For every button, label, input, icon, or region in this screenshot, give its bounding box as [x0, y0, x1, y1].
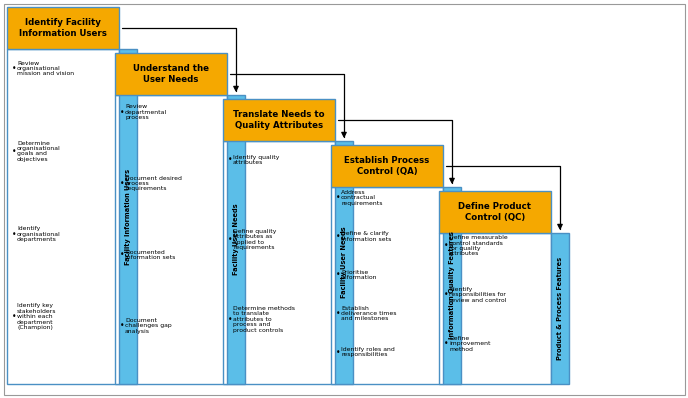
Bar: [331, 145, 443, 187]
Bar: [227, 95, 245, 384]
Text: Define measurable
control standards
for quality
attributes: Define measurable control standards for …: [449, 235, 508, 256]
Text: •: •: [336, 232, 341, 241]
Text: Facility User Needs: Facility User Needs: [233, 204, 239, 275]
Text: •: •: [120, 179, 125, 188]
Bar: [7, 7, 119, 49]
Bar: [331, 187, 443, 384]
Text: •: •: [120, 108, 125, 117]
Text: Understand the
User Needs: Understand the User Needs: [133, 64, 209, 84]
Text: •: •: [336, 347, 341, 357]
Bar: [551, 233, 569, 384]
Text: •: •: [120, 250, 125, 259]
Text: •: •: [12, 64, 17, 73]
Text: •: •: [444, 290, 449, 299]
Bar: [7, 49, 119, 384]
Text: Establish Process
Control (QA): Establish Process Control (QA): [345, 156, 429, 176]
Text: Prioritise
information: Prioritise information: [341, 270, 376, 280]
Text: Review
departmental
process: Review departmental process: [125, 104, 167, 120]
Text: •: •: [120, 322, 125, 330]
Bar: [443, 187, 461, 384]
Text: •: •: [444, 241, 449, 250]
Text: Identify
responsibilities for
review and control: Identify responsibilities for review and…: [449, 287, 506, 303]
Text: •: •: [228, 235, 233, 244]
Text: Facility User Needs: Facility User Needs: [341, 227, 347, 298]
Text: •: •: [228, 156, 233, 164]
Text: Define & clarify
information sets: Define & clarify information sets: [341, 231, 391, 242]
Text: Document
challenges gap
analysis: Document challenges gap analysis: [125, 318, 172, 334]
Text: Establish
deliverance times
and milestones: Establish deliverance times and mileston…: [341, 306, 396, 322]
Text: Identify quality
attributes: Identify quality attributes: [233, 155, 279, 165]
Text: •: •: [336, 270, 341, 279]
Text: Product & Process Features: Product & Process Features: [557, 257, 563, 360]
Text: Define Product
Control (QC): Define Product Control (QC): [458, 202, 532, 222]
Text: Translate Needs to
Quality Attributes: Translate Needs to Quality Attributes: [233, 110, 325, 130]
Bar: [223, 141, 335, 384]
Text: •: •: [12, 312, 17, 321]
Text: Define quality
attributes as
applied to
requirements: Define quality attributes as applied to …: [233, 229, 277, 250]
Bar: [119, 49, 137, 384]
Bar: [439, 233, 551, 384]
Bar: [223, 99, 335, 141]
Text: Address
contractual
requirements: Address contractual requirements: [341, 190, 383, 206]
Text: •: •: [228, 315, 233, 324]
Text: •: •: [12, 147, 17, 156]
Text: Define
improvement
method: Define improvement method: [449, 336, 491, 352]
Text: Facility Information Users: Facility Information Users: [125, 168, 131, 265]
Bar: [115, 53, 227, 95]
Text: Identify
organisational
departments: Identify organisational departments: [17, 226, 61, 242]
Bar: [439, 191, 551, 233]
Bar: [335, 141, 353, 384]
Bar: [115, 95, 227, 384]
Text: •: •: [336, 309, 341, 318]
Text: Document desired
process
requirements: Document desired process requirements: [125, 176, 182, 191]
Text: Determine
organisational
goals and
objectives: Determine organisational goals and objec…: [17, 141, 61, 162]
Text: Identify roles and
responsibilities: Identify roles and responsibilities: [341, 347, 395, 357]
Text: •: •: [12, 230, 17, 238]
Text: Determine methods
to translate
attributes to
process and
product controls: Determine methods to translate attribute…: [233, 306, 295, 333]
Text: Documented
Information sets: Documented Information sets: [125, 250, 175, 260]
Text: Identify Facility
Information Users: Identify Facility Information Users: [19, 18, 107, 38]
Text: Information Quality Features: Information Quality Features: [449, 232, 455, 339]
Text: Review
organisational
mission and vision: Review organisational mission and vision: [17, 60, 74, 76]
Text: Identify key
stakeholders
within each
department
(Champion): Identify key stakeholders within each de…: [17, 304, 56, 330]
Text: •: •: [444, 339, 449, 348]
Text: •: •: [336, 193, 341, 202]
